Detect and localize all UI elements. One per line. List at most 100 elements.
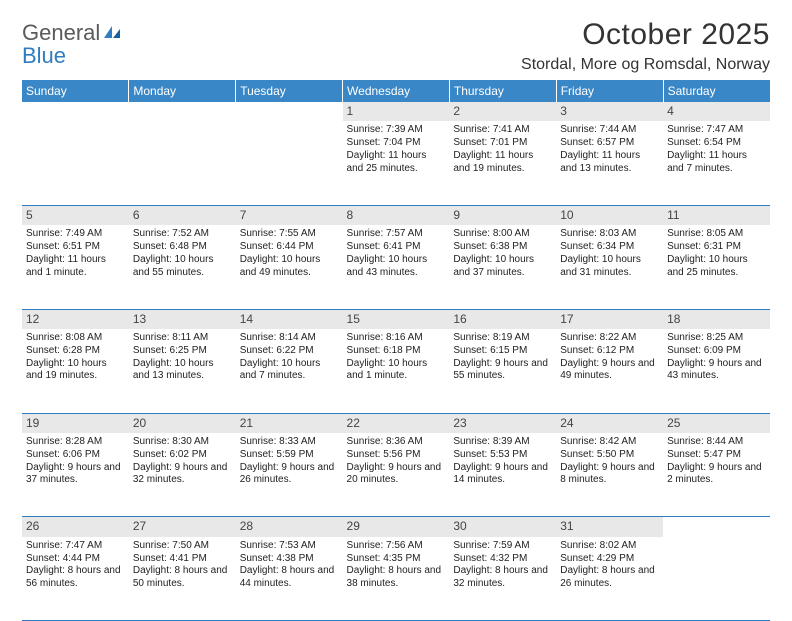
sunrise-line: Sunrise: 8:39 AM [453,436,552,449]
day-number: 15 [343,309,450,329]
day-number: 10 [556,205,663,225]
weekday-header: Monday [129,80,236,102]
sunrise-line: Sunrise: 7:50 AM [133,540,232,553]
day-cell: Sunrise: 7:55 AMSunset: 6:44 PMDaylight:… [236,225,343,309]
sunrise-line: Sunrise: 8:08 AM [26,332,125,345]
sunrise-line: Sunrise: 8:05 AM [667,228,766,241]
daylight-line: Daylight: 10 hours and 13 minutes. [133,358,232,384]
sunset-line: Sunset: 5:53 PM [453,449,552,462]
daylight-line: Daylight: 10 hours and 49 minutes. [240,254,339,280]
daylight-line: Daylight: 9 hours and 2 minutes. [667,462,766,488]
day-number [663,517,770,537]
day-number: 28 [236,517,343,537]
day-cell: Sunrise: 8:36 AMSunset: 5:56 PMDaylight:… [343,433,450,517]
sunrise-line: Sunrise: 8:44 AM [667,436,766,449]
day-number: 25 [663,413,770,433]
sunset-line: Sunset: 6:41 PM [347,241,446,254]
logo-text-blue: Blue [22,43,66,68]
sunset-line: Sunset: 6:15 PM [453,345,552,358]
weekday-header: Saturday [663,80,770,102]
sunset-line: Sunset: 6:02 PM [133,449,232,462]
day-number: 24 [556,413,663,433]
day-number-row: 567891011 [22,205,770,225]
sunset-line: Sunset: 5:59 PM [240,449,339,462]
sunrise-line: Sunrise: 8:00 AM [453,228,552,241]
daylight-line: Daylight: 9 hours and 49 minutes. [560,358,659,384]
daylight-line: Daylight: 11 hours and 25 minutes. [347,150,446,176]
day-number: 18 [663,309,770,329]
day-cell: Sunrise: 8:00 AMSunset: 6:38 PMDaylight:… [449,225,556,309]
weekday-header: Friday [556,80,663,102]
logo-text-gray: General [22,20,100,45]
sunset-line: Sunset: 5:56 PM [347,449,446,462]
sunrise-line: Sunrise: 8:16 AM [347,332,446,345]
day-number: 2 [449,102,556,121]
calendar-table: SundayMondayTuesdayWednesdayThursdayFrid… [22,80,770,621]
daylight-line: Daylight: 10 hours and 31 minutes. [560,254,659,280]
daylight-line: Daylight: 8 hours and 38 minutes. [347,565,446,591]
day-cell: Sunrise: 8:11 AMSunset: 6:25 PMDaylight:… [129,329,236,413]
daylight-line: Daylight: 9 hours and 26 minutes. [240,462,339,488]
daylight-line: Daylight: 11 hours and 13 minutes. [560,150,659,176]
daylight-line: Daylight: 9 hours and 8 minutes. [560,462,659,488]
day-cell: Sunrise: 8:14 AMSunset: 6:22 PMDaylight:… [236,329,343,413]
day-cell: Sunrise: 8:28 AMSunset: 6:06 PMDaylight:… [22,433,129,517]
sunrise-line: Sunrise: 7:44 AM [560,124,659,137]
day-cell: Sunrise: 8:25 AMSunset: 6:09 PMDaylight:… [663,329,770,413]
sunset-line: Sunset: 6:34 PM [560,241,659,254]
daylight-line: Daylight: 9 hours and 37 minutes. [26,462,125,488]
sunset-line: Sunset: 6:48 PM [133,241,232,254]
daylight-line: Daylight: 8 hours and 26 minutes. [560,565,659,591]
weekday-header: Sunday [22,80,129,102]
day-number: 12 [22,309,129,329]
day-content-row: Sunrise: 8:08 AMSunset: 6:28 PMDaylight:… [22,329,770,413]
header: General Blue October 2025 Stordal, More … [22,18,770,74]
day-number [22,102,129,121]
daylight-line: Daylight: 8 hours and 32 minutes. [453,565,552,591]
sunrise-line: Sunrise: 8:03 AM [560,228,659,241]
day-cell: Sunrise: 8:02 AMSunset: 4:29 PMDaylight:… [556,537,663,621]
sunset-line: Sunset: 4:32 PM [453,553,552,566]
sunrise-line: Sunrise: 7:47 AM [26,540,125,553]
day-content-row: Sunrise: 7:49 AMSunset: 6:51 PMDaylight:… [22,225,770,309]
day-number: 5 [22,205,129,225]
daylight-line: Daylight: 11 hours and 7 minutes. [667,150,766,176]
day-number [236,102,343,121]
sunrise-line: Sunrise: 7:39 AM [347,124,446,137]
daylight-line: Daylight: 10 hours and 55 minutes. [133,254,232,280]
daylight-line: Daylight: 10 hours and 25 minutes. [667,254,766,280]
daylight-line: Daylight: 9 hours and 55 minutes. [453,358,552,384]
day-cell: Sunrise: 8:05 AMSunset: 6:31 PMDaylight:… [663,225,770,309]
sunrise-line: Sunrise: 7:59 AM [453,540,552,553]
sunrise-line: Sunrise: 7:56 AM [347,540,446,553]
sunrise-line: Sunrise: 7:53 AM [240,540,339,553]
daylight-line: Daylight: 9 hours and 32 minutes. [133,462,232,488]
day-cell: Sunrise: 8:22 AMSunset: 6:12 PMDaylight:… [556,329,663,413]
daylight-line: Daylight: 10 hours and 37 minutes. [453,254,552,280]
logo: General Blue [22,22,122,68]
day-cell: Sunrise: 8:39 AMSunset: 5:53 PMDaylight:… [449,433,556,517]
daylight-line: Daylight: 8 hours and 44 minutes. [240,565,339,591]
day-cell: Sunrise: 8:08 AMSunset: 6:28 PMDaylight:… [22,329,129,413]
sunrise-line: Sunrise: 7:52 AM [133,228,232,241]
sunrise-line: Sunrise: 7:47 AM [667,124,766,137]
day-cell: Sunrise: 7:47 AMSunset: 6:54 PMDaylight:… [663,121,770,205]
day-cell: Sunrise: 8:42 AMSunset: 5:50 PMDaylight:… [556,433,663,517]
sunrise-line: Sunrise: 8:22 AM [560,332,659,345]
sunset-line: Sunset: 4:41 PM [133,553,232,566]
location: Stordal, More og Romsdal, Norway [521,56,770,74]
sunrise-line: Sunrise: 8:25 AM [667,332,766,345]
sunrise-line: Sunrise: 8:11 AM [133,332,232,345]
daylight-line: Daylight: 9 hours and 20 minutes. [347,462,446,488]
day-number-row: 262728293031 [22,517,770,537]
day-number: 16 [449,309,556,329]
sunrise-line: Sunrise: 8:30 AM [133,436,232,449]
daylight-line: Daylight: 10 hours and 19 minutes. [26,358,125,384]
daylight-line: Daylight: 10 hours and 43 minutes. [347,254,446,280]
daylight-line: Daylight: 8 hours and 50 minutes. [133,565,232,591]
sunset-line: Sunset: 7:01 PM [453,137,552,150]
day-number: 27 [129,517,236,537]
day-cell: Sunrise: 8:19 AMSunset: 6:15 PMDaylight:… [449,329,556,413]
sunrise-line: Sunrise: 7:57 AM [347,228,446,241]
day-number: 3 [556,102,663,121]
